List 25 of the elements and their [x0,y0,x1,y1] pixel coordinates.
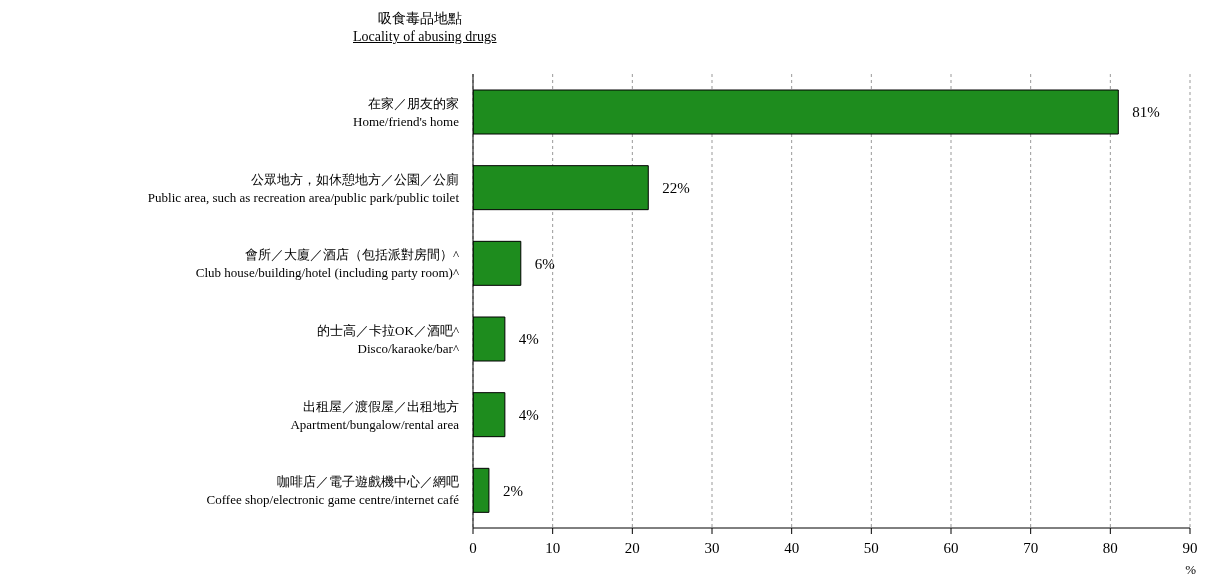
y-tick-label: 會所／大廈／酒店（包括派對房間）^ Club house/building/hotel (including party room)^ [195,247,459,281]
x-tick-label: 30 [704,539,720,556]
y-tick-label: 的士高／卡拉OK／酒吧^ Disco/karaoke/bar^ [317,322,459,356]
x-tick-label: 40 [784,539,800,556]
data-label: 4% [518,331,539,348]
x-tick-label: 20 [624,539,640,556]
x-tick-label: 10 [545,539,561,556]
x-tick-label: 50 [863,539,879,556]
x-axis-title: % [1185,562,1197,576]
y-tick-label: 公眾地方，如休憩地方／公園／公廁 Public area, such as recreation area/public park/public toilet [147,171,460,205]
x-tick-label: 70 [1023,539,1039,556]
data-label: 22% [662,179,690,196]
data-label: 2% [502,482,523,499]
x-tick-label: 0 [469,539,477,556]
y-tick-label: 在家／朋友的家 Home/friend's home [353,95,460,129]
y-tick-label: 出租屋／渡假屋／出租地方 Apartment/bungalow/rental area [290,398,460,432]
x-tick-label: 90 [1182,539,1198,556]
x-tick-label: 80 [1102,539,1118,556]
data-label: 81% [1132,104,1160,121]
chart-title: 吸食毒品地點 [378,10,463,28]
data-label: 4% [518,406,539,423]
x-tick-label: 60 [943,539,959,556]
chart-subtitle: Locality of abusing drugs [353,28,497,46]
data-label: 6% [534,255,555,272]
y-tick-label: 咖啡店／電子遊戲機中心／網吧 Coffee shop/electronic game centre/internet café [206,474,460,508]
